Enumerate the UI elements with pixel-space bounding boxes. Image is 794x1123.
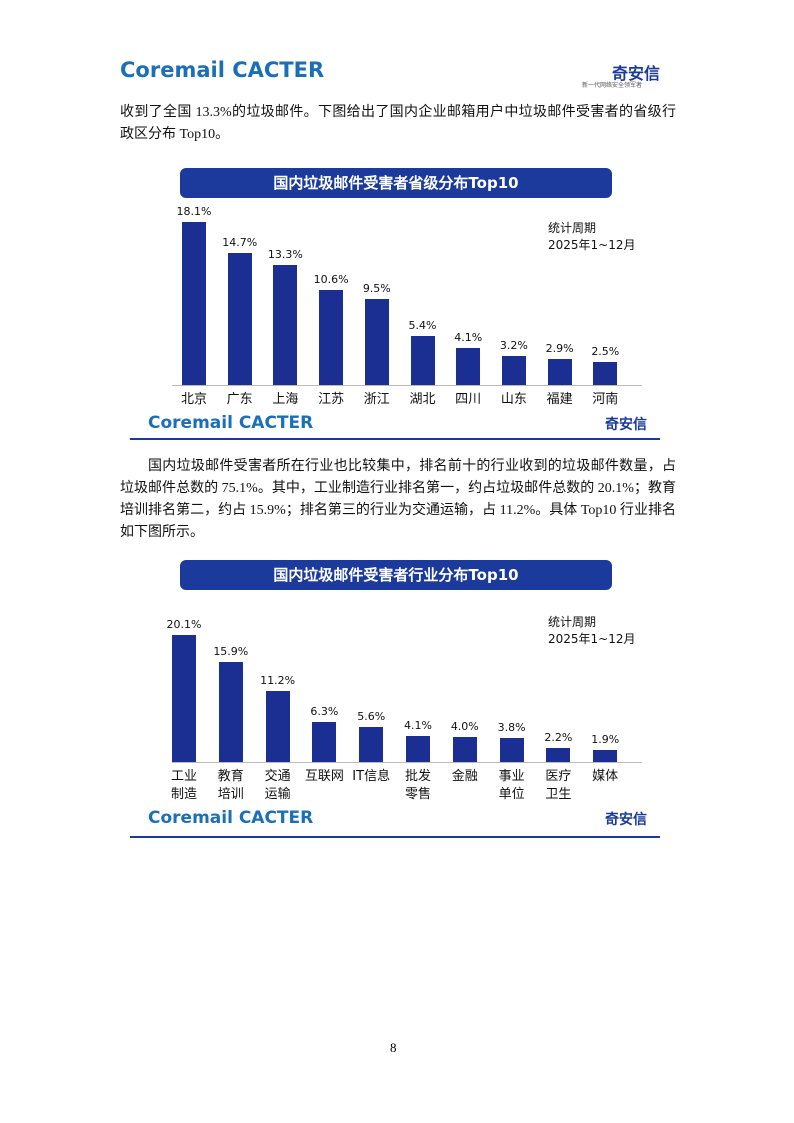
value-label: 4.1% <box>454 331 483 345</box>
x-tick-label: 上海 <box>272 392 299 407</box>
bar <box>319 289 344 385</box>
bar <box>312 722 337 762</box>
x-tick-label: 广东 <box>226 392 253 407</box>
x-tick-label: 浙江 <box>363 392 390 407</box>
bar <box>452 736 477 762</box>
x-tick-label: 北京 <box>180 392 207 407</box>
value-label: 13.3% <box>267 248 303 262</box>
x-tick-label: 事业 单位 <box>498 769 525 802</box>
x-tick-label: 山东 <box>500 392 527 407</box>
bar <box>364 299 389 385</box>
value-label: 15.9% <box>213 644 249 658</box>
value-label: 1.9% <box>591 732 620 746</box>
annotation: 统计周期 2025年1~12月 <box>548 615 636 646</box>
bar <box>359 726 384 762</box>
logo-right: 奇安信 <box>612 64 661 83</box>
value-label: 10.6% <box>313 272 349 286</box>
value-label: 11.2% <box>260 674 296 688</box>
value-label: 4.0% <box>450 719 479 733</box>
value-label: 18.1% <box>176 205 212 218</box>
x-tick-label: 河南 <box>592 392 619 407</box>
bar <box>593 749 618 762</box>
bar <box>182 222 206 385</box>
bar <box>499 737 524 762</box>
value-label: 3.8% <box>497 720 526 734</box>
page-number: 8 <box>390 1040 397 1055</box>
paragraph: 国内垃圾邮件受害者所在行业也比较集中，排名前十的行业收到的垃圾邮件数量，占垃圾邮… <box>120 459 676 540</box>
bar <box>172 635 196 762</box>
x-tick-label: 批发 零售 <box>404 769 431 802</box>
value-label: 3.2% <box>499 339 528 353</box>
bar <box>406 736 430 762</box>
x-tick-label: IT信息 <box>352 769 391 784</box>
annotation: 统计周期 2025年1~12月 <box>548 221 636 252</box>
footer-line <box>130 438 660 440</box>
footer-line <box>130 836 660 838</box>
chart-title: 国内垃圾邮件受害者行业分布Top10 <box>180 560 612 590</box>
x-tick-label: 媒体 <box>592 769 619 784</box>
x-tick-label: 金融 <box>451 769 478 784</box>
value-label: 4.1% <box>404 719 432 733</box>
baseline <box>172 762 642 763</box>
bar <box>456 348 481 385</box>
x-tick-label: 四川 <box>455 392 482 407</box>
x-tick-label: 医疗 卫生 <box>545 769 572 802</box>
bar <box>546 748 571 762</box>
footer-logo-left: Coremail CACTER <box>148 808 314 828</box>
footer-logo-right: 奇安信 <box>605 812 647 828</box>
bar <box>227 252 252 385</box>
bar <box>265 691 290 762</box>
x-tick-label: 福建 <box>546 392 573 407</box>
bar <box>547 358 572 385</box>
bar <box>218 661 243 762</box>
x-tick-label: 互联网 <box>304 769 344 784</box>
footer-logo-left: Coremail CACTER <box>148 413 314 433</box>
x-tick-label: 教育 培训 <box>217 769 244 802</box>
baseline <box>172 385 642 386</box>
x-tick-label: 江苏 <box>318 392 345 407</box>
chart-title: 国内垃圾邮件受害者省级分布Top10 <box>180 168 612 198</box>
value-label: 14.7% <box>222 235 258 249</box>
bar <box>593 362 618 385</box>
footer-logo-right: 奇安信 <box>605 417 647 433</box>
logo-tagline: 新一代网络安全领军者 <box>582 82 643 89</box>
x-tick-label: 工业 制造 <box>170 769 197 802</box>
value-label: 5.4% <box>408 319 437 333</box>
bar <box>410 336 435 385</box>
x-tick-label: 湖北 <box>409 392 436 407</box>
bar <box>273 265 298 385</box>
value-label: 2.9% <box>545 341 574 355</box>
logo-left: Coremail CACTER <box>120 58 325 82</box>
value-label: 2.2% <box>544 731 573 745</box>
value-label: 5.6% <box>357 709 386 723</box>
value-label: 2.5% <box>591 345 620 359</box>
value-label: 20.1% <box>166 618 202 631</box>
value-label: 6.3% <box>310 705 339 719</box>
value-label: 9.5% <box>362 282 391 296</box>
x-tick-label: 交通 运输 <box>264 769 291 802</box>
paragraph: 收到了全国 13.3%的垃圾邮件。下图给出了国内企业邮箱用户中垃圾邮件受害者的省… <box>120 105 676 142</box>
bar <box>501 356 526 385</box>
